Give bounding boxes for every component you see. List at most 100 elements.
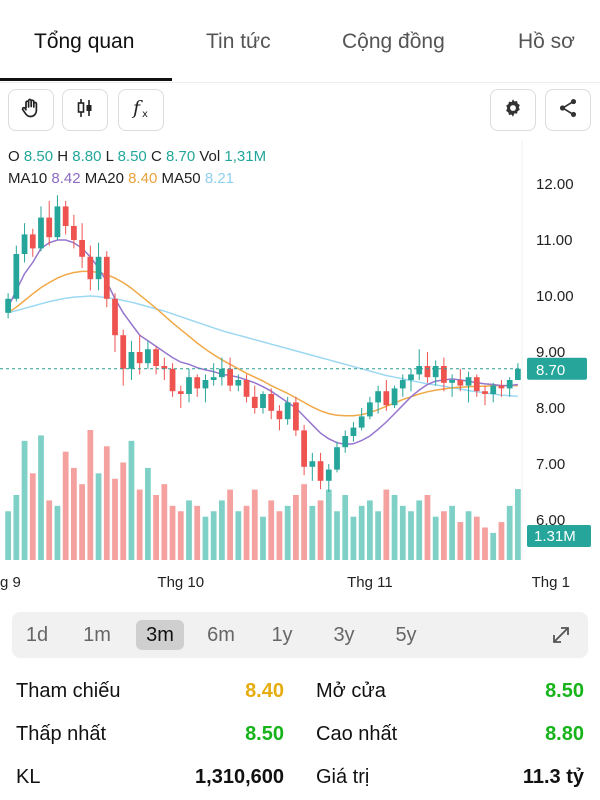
volume-bar <box>13 495 20 560</box>
candle-body <box>243 380 250 397</box>
low-label: L <box>105 148 114 165</box>
candle-body <box>227 368 233 386</box>
volume-bar <box>251 489 258 560</box>
hand-tool-button[interactable] <box>8 89 54 131</box>
open-label: O <box>8 148 20 165</box>
volume-bar <box>408 511 414 560</box>
period-1y[interactable]: 1y <box>271 624 293 646</box>
candle-body <box>309 461 316 467</box>
low-price-label: Thấp nhất <box>16 723 107 745</box>
candle-body <box>219 368 225 378</box>
y-tick-label: 9.00 <box>536 344 565 361</box>
candle-body <box>186 377 192 394</box>
close-value: 8.70 <box>165 148 196 165</box>
volume-bar <box>432 516 439 560</box>
current-price-label: 8.70 <box>536 362 565 379</box>
volume-bar <box>136 489 143 560</box>
volume-bar <box>293 495 299 560</box>
candle-body <box>103 256 110 299</box>
volume-bar <box>317 500 324 560</box>
volume-bar <box>46 500 53 560</box>
y-tick-label: 8.00 <box>536 400 565 417</box>
candle-body <box>498 385 505 389</box>
volume-bar <box>210 511 217 560</box>
share-button[interactable] <box>545 89 591 131</box>
candle-body <box>342 436 349 448</box>
svg-text:x: x <box>142 109 148 120</box>
tab-profile[interactable]: Hồ sơ <box>518 30 575 53</box>
period-1m[interactable]: 1m <box>83 624 111 646</box>
current-price-badge <box>527 357 587 380</box>
candle-body <box>441 366 447 383</box>
candle-type-button[interactable] <box>62 89 108 131</box>
volume-bar <box>276 511 283 560</box>
trade-value-value: 11.3 tỷ <box>522 766 584 788</box>
volume-bar <box>227 489 233 560</box>
volume-bar <box>399 505 406 560</box>
tab-news[interactable]: Tin tức <box>206 30 271 53</box>
volume-bar <box>325 489 332 560</box>
volume-bar <box>243 505 250 560</box>
candle-body <box>506 380 513 389</box>
period-6m[interactable]: 6m <box>207 624 235 646</box>
current-volume-label: 1.31M <box>534 528 576 545</box>
tab-overview[interactable]: Tổng quan <box>34 30 135 53</box>
volume-bar <box>383 489 390 560</box>
volume-bar <box>449 505 455 560</box>
volume-bar <box>284 505 291 560</box>
volume-bar <box>145 467 151 560</box>
candle-body <box>145 349 151 364</box>
volume-value: 1,31M <box>224 148 267 165</box>
x-tick-label: Thg 11 <box>347 574 393 591</box>
volume-bar <box>367 500 373 560</box>
ma50-value: 8.21 <box>204 170 235 187</box>
candle-body <box>449 380 455 383</box>
candle-body <box>424 366 431 378</box>
volume-bar <box>301 484 307 560</box>
volume-bar <box>235 511 242 560</box>
high-label: H <box>57 148 69 165</box>
period-1d[interactable]: 1d <box>25 624 49 646</box>
volume-bar <box>103 446 110 560</box>
ma10-value: 8.42 <box>51 170 81 187</box>
candle-body <box>161 366 168 369</box>
x-tick-label: Thg 1 <box>532 574 570 591</box>
open-price-value: 8.50 <box>545 680 584 702</box>
candle-body <box>194 377 201 389</box>
candle-body <box>383 391 390 406</box>
volume-bar <box>498 522 505 560</box>
ma20-label: MA20 <box>84 170 124 187</box>
price-chart[interactable]: 12.00 11.00 10.00 9.00 8.00 7.00 6.00 8.70 1.31M… <box>0 140 600 600</box>
y-tick-label: 7.00 <box>536 456 565 473</box>
candle-body <box>210 377 217 380</box>
candle-body <box>334 447 340 470</box>
volume-bar <box>482 527 488 560</box>
ma50-line <box>7 295 518 397</box>
candle-body <box>46 217 53 238</box>
candle-body <box>54 206 61 238</box>
volume-bar <box>21 440 28 560</box>
volume-stat-value: 1,310,600 <box>195 766 284 788</box>
settings-button[interactable] <box>490 89 536 131</box>
candle-body <box>301 430 307 467</box>
open-price-label: Mở cửa <box>316 680 386 702</box>
volume-bar <box>342 495 349 560</box>
volume-bar <box>95 473 102 560</box>
candle-body <box>473 377 480 392</box>
volume-bar <box>391 495 398 560</box>
candle-body <box>457 380 464 386</box>
period-5y[interactable]: 5y <box>395 624 417 646</box>
volume-bar <box>506 505 513 560</box>
volume-bar <box>350 516 357 560</box>
candle-body <box>71 226 77 240</box>
period-3m[interactable]: 3m <box>136 620 184 650</box>
candle-body <box>325 469 332 481</box>
ma-legend: MA10 8.42 MA20 8.40 MA50 8.21 <box>8 170 234 187</box>
period-3y[interactable]: 3y <box>333 624 355 646</box>
volume-bar <box>120 462 127 560</box>
volume-bar <box>169 505 176 560</box>
expand-icon[interactable] <box>548 622 574 648</box>
candlestick-icon <box>73 96 97 125</box>
tab-community[interactable]: Cộng đồng <box>342 30 445 53</box>
